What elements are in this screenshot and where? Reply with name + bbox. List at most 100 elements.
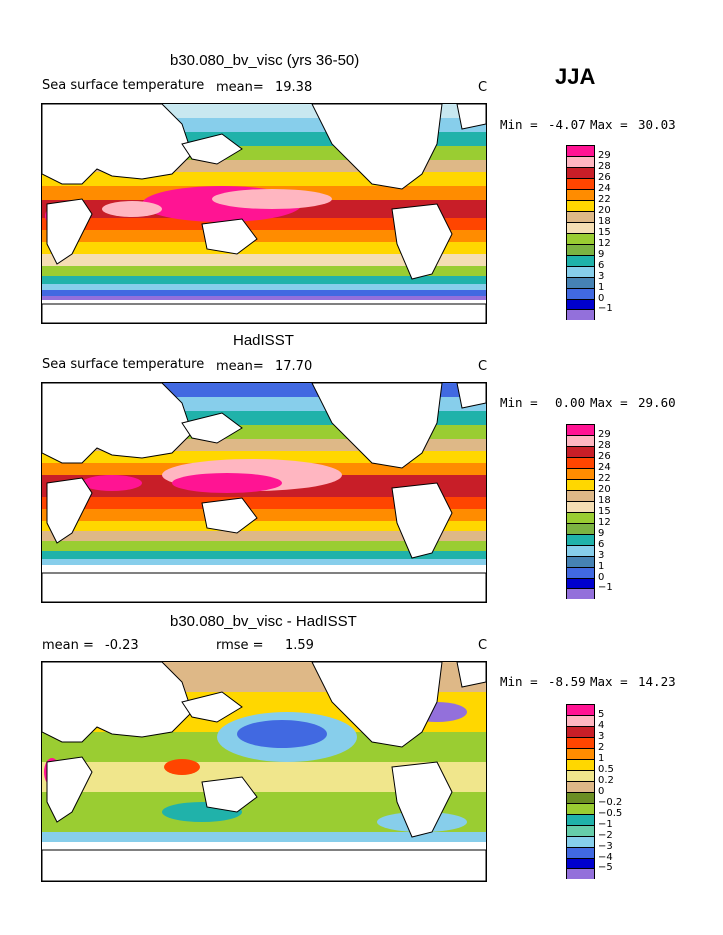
panel-3-min-value: -8.59 <box>548 674 586 689</box>
panel-2-units: C <box>478 359 488 374</box>
panel-1-colorbar-swatch <box>567 168 594 179</box>
panel-2-colorbar-tick: 6 <box>598 539 605 550</box>
panel-3-map <box>41 661 487 882</box>
panel-1-map-svg <box>42 104 486 323</box>
panel-2-min-value: 0.00 <box>555 395 586 410</box>
panel-3-colorbar-tick: −5 <box>598 862 613 873</box>
panel-3-colorbar-swatch <box>567 738 594 749</box>
panel-3-colorbar-swatch <box>567 837 594 848</box>
panel-2-min-label: Min = <box>500 395 538 410</box>
panel-3-units: C <box>478 638 488 653</box>
panel-3-min-label: Min = <box>500 674 538 689</box>
panel-3-colorbar-tick: −0.2 <box>598 797 623 808</box>
panel-1-colorbar-swatch <box>567 146 594 157</box>
panel-1-mean-label: mean= <box>216 80 264 95</box>
season-label: JJA <box>555 64 596 89</box>
panel-1-colorbar-tick: 22 <box>598 194 611 205</box>
panel-2-mean-label: mean= <box>216 359 264 374</box>
panel-3-colorbar-swatch <box>567 727 594 738</box>
panel-1-colorbar-tick: 15 <box>598 227 611 238</box>
panel-2-variable-label: Sea surface temperature <box>42 357 205 372</box>
panel-2-colorbar-tick: 26 <box>598 451 611 462</box>
panel-2-colorbar-tick: 9 <box>598 528 605 539</box>
panel-3-map-svg <box>42 662 486 881</box>
panel-1-colorbar-tick: 28 <box>598 161 611 172</box>
panel-1-colorbar-tick: 0 <box>598 293 605 304</box>
panel-3-mean-value: -0.23 <box>105 638 139 653</box>
panel-1-colorbar-swatch <box>567 201 594 212</box>
panel-1-min-label: Min = <box>500 117 538 132</box>
panel-2-colorbar-swatch <box>567 535 594 546</box>
panel-1-colorbar-tick: 12 <box>598 238 611 249</box>
panel-1-colorbar-tick: 6 <box>598 260 605 271</box>
panel-2-colorbar-tick: 18 <box>598 495 611 506</box>
panel-2-title: HadISST <box>233 332 294 349</box>
panel-3-colorbar-swatch <box>567 848 594 859</box>
panel-2-colorbar-swatch <box>567 502 594 513</box>
panel-3-title: b30.080_bv_visc - HadISST <box>170 613 357 630</box>
panel-1-map <box>41 103 487 324</box>
panel-1-colorbar-tick: 24 <box>598 183 611 194</box>
panel-3-colorbar-swatch <box>567 782 594 793</box>
panel-3-colorbar-tick: −4 <box>598 852 613 863</box>
panel-2-colorbar-tick: 3 <box>598 550 605 561</box>
panel-3-colorbar-tick: 5 <box>598 709 605 720</box>
panel-2-colorbar-tick: 22 <box>598 473 611 484</box>
panel-2-mean-value: 17.70 <box>275 359 313 374</box>
panel-2-colorbar-swatch <box>567 425 594 436</box>
panel-3-max-value: 14.23 <box>638 674 676 689</box>
panel-1-max-value: 30.03 <box>638 117 676 132</box>
panel-3-colorbar-tick: 3 <box>598 731 605 742</box>
panel-3-colorbar-swatch <box>567 804 594 815</box>
panel-1-colorbar-swatch <box>567 267 594 278</box>
panel-1-colorbar-swatch <box>567 190 594 201</box>
panel-3-colorbar-tick: 0 <box>598 786 605 797</box>
panel-2-max-value: 29.60 <box>638 395 676 410</box>
panel-2-colorbar-tick: 15 <box>598 506 611 517</box>
panel-3-colorbar-swatch <box>567 826 594 837</box>
panel-2-colorbar-swatch <box>567 513 594 524</box>
panel-1-colorbar-swatch <box>567 157 594 168</box>
panel-2-colorbar-tick: 24 <box>598 462 611 473</box>
panel-1-title: b30.080_bv_visc (yrs 36-50) <box>170 52 360 69</box>
panel-2-colorbar-tick: 1 <box>598 561 605 572</box>
panel-2-colorbar <box>566 424 595 599</box>
panel-1-min-value: -4.07 <box>548 117 586 132</box>
panel-1-colorbar-tick: −1 <box>598 303 613 314</box>
panel-3-colorbar-swatch <box>567 771 594 782</box>
panel-3-colorbar-tick: 1 <box>598 753 605 764</box>
panel-3-colorbar-tick: −3 <box>598 841 613 852</box>
panel-2-colorbar-swatch <box>567 524 594 535</box>
panel-2-colorbar-swatch <box>567 436 594 447</box>
panel-2-colorbar-swatch <box>567 469 594 480</box>
panel-1-colorbar-swatch <box>567 300 594 310</box>
panel-2-map <box>41 382 487 603</box>
panel-3-colorbar-tick: −2 <box>598 830 613 841</box>
panel-2-colorbar-swatch <box>567 546 594 557</box>
panel-2-colorbar-tick: 20 <box>598 484 611 495</box>
panel-2-colorbar-swatch <box>567 480 594 491</box>
panel-3-mean-label: mean = <box>42 638 94 653</box>
panel-3-colorbar-tick: 0.2 <box>598 775 614 786</box>
panel-1-max-label: Max = <box>590 117 628 132</box>
panel-3-colorbar-swatch <box>567 749 594 760</box>
panel-3-colorbar-swatch <box>567 859 594 869</box>
panel-3-colorbar-swatch <box>567 705 594 716</box>
panel-2-colorbar-tick: 29 <box>598 429 611 440</box>
panel-1-colorbar-swatch <box>567 234 594 245</box>
panel-1-colorbar-swatch <box>567 310 594 320</box>
panel-1-variable-label: Sea surface temperature <box>42 78 205 93</box>
panel-3-colorbar-swatch <box>567 869 594 879</box>
panel-3-colorbar <box>566 704 595 879</box>
panel-2-colorbar-swatch <box>567 579 594 589</box>
panel-1-colorbar-tick: 1 <box>598 282 605 293</box>
panel-3-colorbar-tick: 0.5 <box>598 764 614 775</box>
panel-1-colorbar-swatch <box>567 212 594 223</box>
panel-1-units: C <box>478 80 488 95</box>
panel-2-colorbar-swatch <box>567 458 594 469</box>
panel-3-colorbar-swatch <box>567 716 594 727</box>
panel-3-colorbar-tick: −0.5 <box>598 808 623 819</box>
panel-2-colorbar-swatch <box>567 557 594 568</box>
panel-1-colorbar-swatch <box>567 278 594 289</box>
panel-3-max-label: Max = <box>590 674 628 689</box>
